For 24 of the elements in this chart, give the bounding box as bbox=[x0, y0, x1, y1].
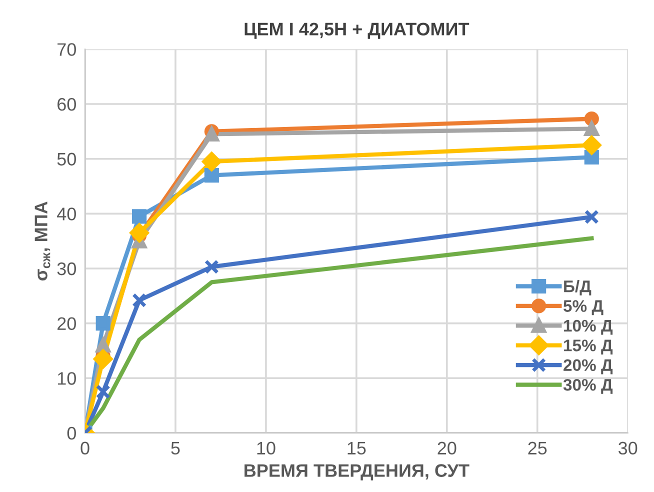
x-tick-label: 0 bbox=[80, 442, 90, 455]
legend-label: 5% Д bbox=[563, 300, 604, 316]
x-tick-label: 15 bbox=[348, 442, 366, 455]
y-tick-label: 10 bbox=[58, 372, 76, 385]
x-tick-label: 25 bbox=[528, 442, 547, 455]
y-tick-label: 60 bbox=[58, 98, 76, 111]
y-tick-label: 50 bbox=[57, 152, 76, 166]
x-tick-label: 5 bbox=[171, 442, 180, 455]
legend-label: 15% Д bbox=[564, 340, 613, 354]
x-tick-label: 10 bbox=[257, 442, 276, 455]
x-axis-title: ВРЕМЯ ТВЕРДЕНИЯ, СУТ bbox=[244, 464, 470, 480]
x-tick-label: 30 bbox=[618, 442, 638, 455]
legend-label: 20% Д bbox=[564, 359, 613, 374]
y-tick-label: 70 bbox=[58, 43, 76, 56]
legend-label: Б/Д bbox=[564, 280, 592, 296]
x-tick-label: 20 bbox=[438, 442, 456, 455]
chart-title: ЦЕМ I 42,5Н + ДИАТОМИТ bbox=[244, 22, 470, 39]
y-axis-title: σ$_{сж}$, МПА bbox=[34, 202, 50, 280]
y-tick-label: 40 bbox=[57, 208, 76, 220]
y-tick-label: 20 bbox=[58, 317, 76, 330]
legend-label: 10% Д bbox=[564, 320, 613, 335]
legend-label: 30% Д bbox=[563, 378, 613, 394]
y-tick-label: 30 bbox=[57, 262, 76, 276]
y-tick-label: 0 bbox=[67, 426, 76, 440]
